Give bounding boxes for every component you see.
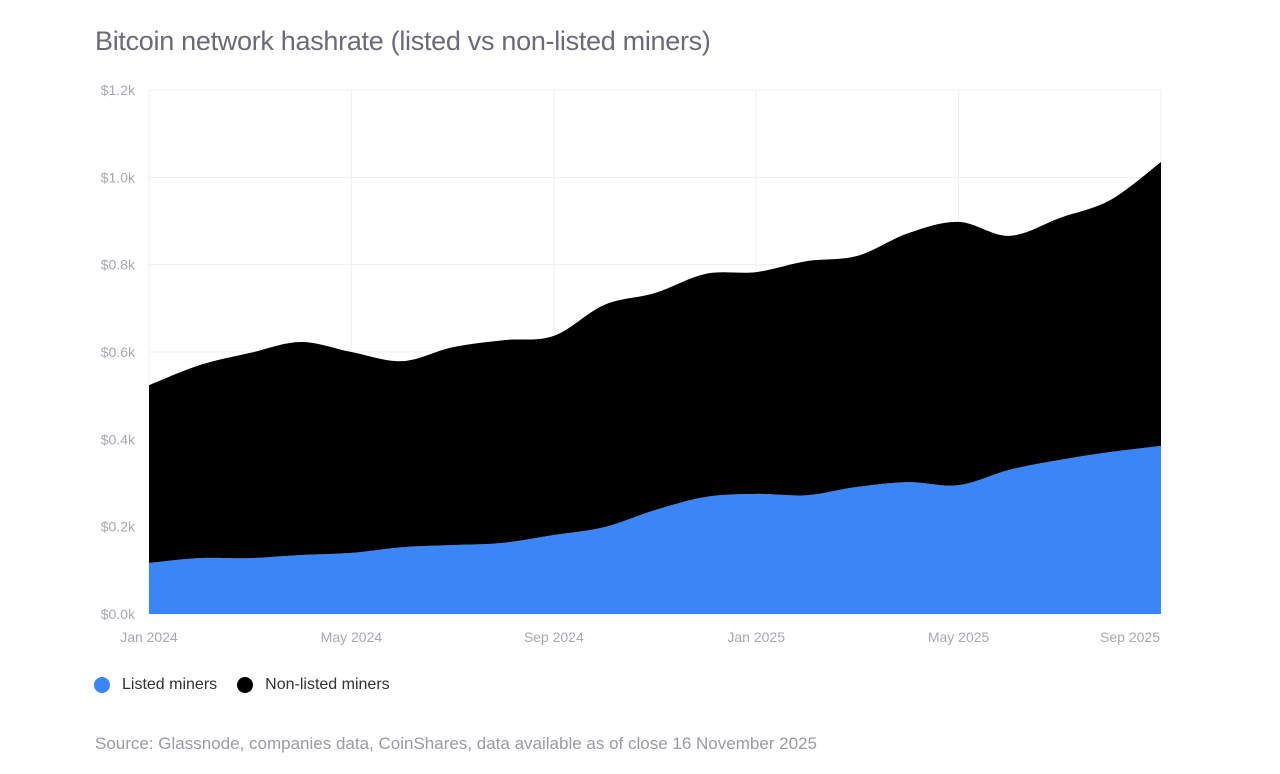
legend: Listed miners Non-listed miners <box>94 676 410 694</box>
y-axis-ticks: $0.0k $0.2k $0.4k $0.6k $0.8k $1.0k $1.2k <box>101 82 136 622</box>
areas <box>149 162 1161 614</box>
y-tick-label: $0.2k <box>101 519 136 535</box>
legend-item-non-listed: Non-listed miners <box>237 676 390 694</box>
y-tick-label: $0.0k <box>101 606 136 622</box>
x-tick-label: May 2024 <box>321 629 383 645</box>
y-tick-label: $0.8k <box>101 257 136 273</box>
x-tick-label: Sep 2024 <box>524 629 584 645</box>
x-tick-label: Sep 2025 <box>1100 629 1160 645</box>
area-listed-miners <box>149 445 1161 614</box>
legend-label: Non-listed miners <box>265 676 390 693</box>
x-tick-label: Jan 2025 <box>727 629 785 645</box>
y-tick-label: $0.4k <box>101 431 136 447</box>
legend-swatch-listed <box>94 677 110 693</box>
legend-label: Listed miners <box>122 676 218 693</box>
y-tick-label: $0.6k <box>101 344 136 360</box>
x-tick-label: May 2025 <box>928 629 990 645</box>
x-axis-ticks: Jan 2024 May 2024 Sep 2024 Jan 2025 May 2025… <box>120 629 1160 645</box>
chart-title: Bitcoin network hashrate (listed vs non-… <box>95 26 711 56</box>
area-non-listed-miners <box>149 162 1161 563</box>
legend-swatch-non-listed <box>237 677 254 693</box>
source-note: Source: Glassnode, companies data, CoinS… <box>95 734 817 753</box>
x-tick-label: Jan 2024 <box>120 629 178 645</box>
y-tick-label: $1.2k <box>101 82 136 98</box>
y-tick-label: $1.0k <box>101 169 136 185</box>
legend-item-listed: Listed miners <box>94 676 217 694</box>
